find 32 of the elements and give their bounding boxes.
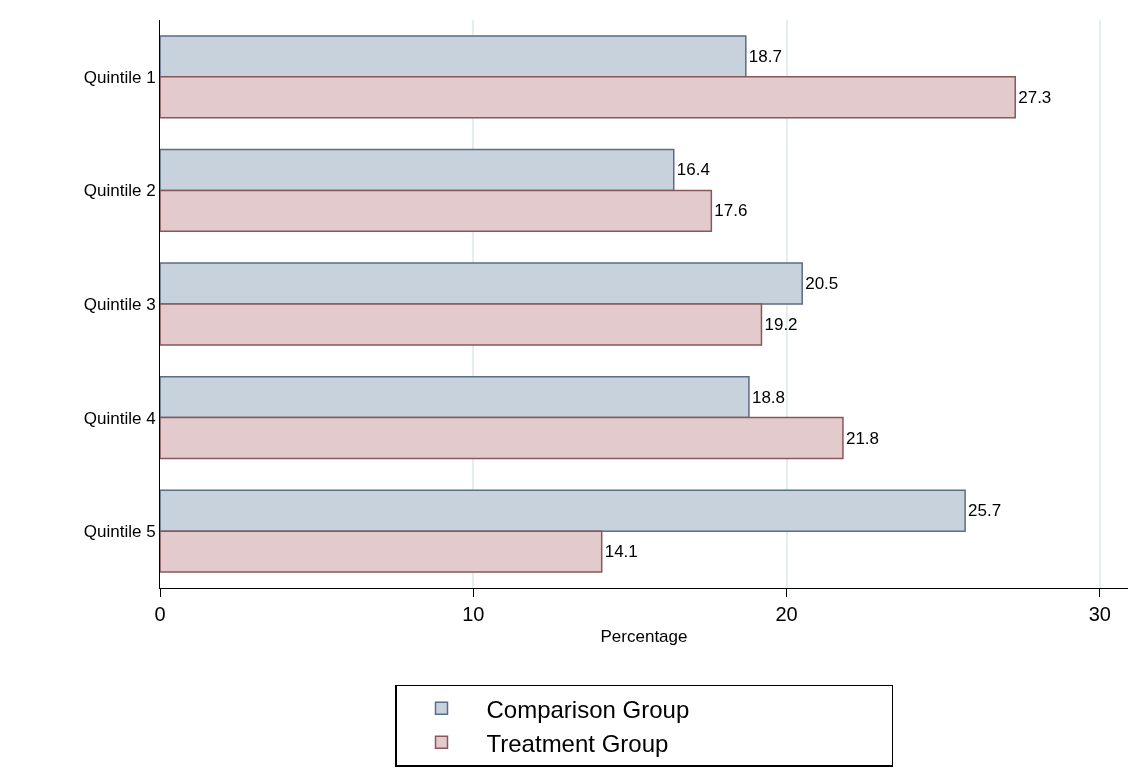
bar [160, 375, 750, 419]
data-label: 16.4 [676, 160, 710, 180]
y-tick-label: Quintile 1 [83, 67, 156, 87]
data-label: 18.8 [751, 387, 786, 407]
data-label: 19.2 [764, 314, 798, 334]
data-label: 14.1 [604, 542, 638, 562]
y-tick-label: Quintile 2 [83, 181, 156, 201]
bar [160, 148, 675, 192]
bar [160, 416, 844, 460]
data-label: 25.7 [968, 501, 1002, 521]
bar [160, 76, 1016, 119]
y-tick-label: Quintile 4 [83, 408, 156, 428]
data-label: 18.7 [748, 46, 782, 66]
bar [160, 189, 713, 233]
x-tick-label: 10 [462, 603, 485, 625]
x-axis-title: Percentage [600, 627, 688, 647]
y-tick-label: Quintile 5 [83, 522, 156, 542]
legend-label: Treatment Group [486, 729, 669, 757]
bar [160, 530, 603, 573]
data-label: 20.5 [805, 274, 839, 294]
x-tick-label: 20 [775, 603, 798, 625]
legend-label: Comparison Group [486, 695, 690, 723]
bar [160, 262, 803, 305]
x-tick-label: 30 [1088, 603, 1111, 625]
bar [160, 303, 763, 346]
bar [160, 489, 966, 532]
bar [160, 35, 747, 78]
data-label: 27.3 [1018, 87, 1052, 107]
y-tick-label: Quintile 3 [83, 294, 156, 314]
x-tick-label: 0 [154, 603, 166, 625]
data-label: 17.6 [714, 201, 748, 221]
data-label: 21.8 [845, 428, 880, 448]
